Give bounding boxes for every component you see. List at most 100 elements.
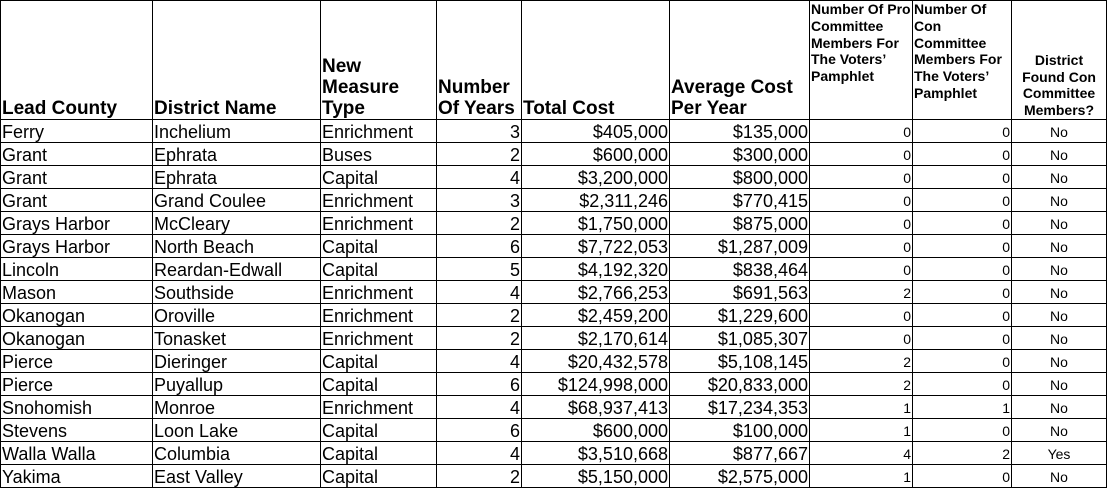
cell-avg-cost: $800,000 xyxy=(669,165,810,189)
cell-years: 3 xyxy=(436,188,522,212)
table-row: Ferry Inchelium Enrichment 3 $405,000 $135,00… xyxy=(0,119,1107,143)
cell-con-members: 0 xyxy=(912,165,1012,189)
cell-years: 4 xyxy=(436,165,522,189)
table-row: Grays Harbor North Beach Capital 6 $7,722,05… xyxy=(0,234,1107,258)
cell-measure-type: Capital xyxy=(320,441,437,465)
cell-found-con: No xyxy=(1011,257,1107,281)
cell-pro-members: 2 xyxy=(809,349,913,373)
cell-measure-type: Enrichment xyxy=(320,119,437,143)
table-row: Grays Harbor McCleary Enrichment 2 $1,750,00… xyxy=(0,211,1107,235)
cell-found-con: No xyxy=(1011,326,1107,350)
header-row: Lead County District Name New Measure Ty… xyxy=(0,0,1107,120)
cell-found-con: No xyxy=(1011,165,1107,189)
header-pro-committee-members: Number Of Pro Committee Members For The … xyxy=(809,0,913,120)
cell-measure-type: Capital xyxy=(320,464,437,488)
cell-district-name: Grand Coulee xyxy=(152,188,321,212)
cell-pro-members: 2 xyxy=(809,280,913,304)
header-lead-county: Lead County xyxy=(0,0,153,120)
cell-avg-cost: $691,563 xyxy=(669,280,810,304)
cell-pro-members: 0 xyxy=(809,234,913,258)
cell-pro-members: 0 xyxy=(809,188,913,212)
cell-district-name: Ephrata xyxy=(152,165,321,189)
cell-years: 4 xyxy=(436,441,522,465)
cell-found-con: No xyxy=(1011,395,1107,419)
cell-measure-type: Enrichment xyxy=(320,326,437,350)
cell-lead-county: Stevens xyxy=(0,418,153,442)
cell-total-cost: $405,000 xyxy=(521,119,670,143)
table-row: Grant Grand Coulee Enrichment 3 $2,311,246 $7… xyxy=(0,188,1107,212)
cell-found-con: No xyxy=(1011,372,1107,396)
cell-district-name: Tonasket xyxy=(152,326,321,350)
table-row: Stevens Loon Lake Capital 6 $600,000 $100,000… xyxy=(0,418,1107,442)
header-found-con-members: District Found Con Committee Members? xyxy=(1011,0,1107,120)
cell-con-members: 0 xyxy=(912,418,1012,442)
cell-total-cost: $5,150,000 xyxy=(521,464,670,488)
cell-found-con: No xyxy=(1011,188,1107,212)
cell-found-con: No xyxy=(1011,303,1107,327)
cell-measure-type: Enrichment xyxy=(320,395,437,419)
cell-avg-cost: $1,287,009 xyxy=(669,234,810,258)
cell-pro-members: 0 xyxy=(809,142,913,166)
cell-avg-cost: $135,000 xyxy=(669,119,810,143)
cell-avg-cost: $5,108,145 xyxy=(669,349,810,373)
table-row: Grant Ephrata Buses 2 $600,000 $300,000 0 0 No xyxy=(0,142,1107,166)
cell-avg-cost: $838,464 xyxy=(669,257,810,281)
cell-measure-type: Enrichment xyxy=(320,303,437,327)
cell-lead-county: Pierce xyxy=(0,349,153,373)
cell-pro-members: 0 xyxy=(809,165,913,189)
cell-district-name: Oroville xyxy=(152,303,321,327)
cell-con-members: 0 xyxy=(912,326,1012,350)
cell-district-name: East Valley xyxy=(152,464,321,488)
cell-total-cost: $2,459,200 xyxy=(521,303,670,327)
cell-lead-county: Okanogan xyxy=(0,303,153,327)
cell-pro-members: 2 xyxy=(809,372,913,396)
header-new-measure-type: New Measure Type xyxy=(320,0,437,120)
cell-con-members: 0 xyxy=(912,188,1012,212)
cell-lead-county: Walla Walla xyxy=(0,441,153,465)
cell-years: 2 xyxy=(436,464,522,488)
cell-years: 2 xyxy=(436,211,522,235)
cell-years: 2 xyxy=(436,326,522,350)
cell-con-members: 0 xyxy=(912,234,1012,258)
cell-con-members: 0 xyxy=(912,303,1012,327)
cell-total-cost: $20,432,578 xyxy=(521,349,670,373)
cell-pro-members: 0 xyxy=(809,119,913,143)
cell-total-cost: $124,998,000 xyxy=(521,372,670,396)
cell-measure-type: Capital xyxy=(320,234,437,258)
cell-measure-type: Enrichment xyxy=(320,280,437,304)
cell-total-cost: $4,192,320 xyxy=(521,257,670,281)
cell-total-cost: $600,000 xyxy=(521,418,670,442)
cell-district-name: McCleary xyxy=(152,211,321,235)
header-con-committee-members: Number Of Con Committee Members For The … xyxy=(912,0,1012,120)
header-number-of-years: Number Of Years xyxy=(436,0,522,120)
cell-found-con: No xyxy=(1011,234,1107,258)
cell-con-members: 0 xyxy=(912,119,1012,143)
cell-found-con: No xyxy=(1011,280,1107,304)
cell-found-con: No xyxy=(1011,349,1107,373)
cell-years: 4 xyxy=(436,349,522,373)
cell-pro-members: 1 xyxy=(809,395,913,419)
cell-avg-cost: $770,415 xyxy=(669,188,810,212)
table-row: Okanogan Tonasket Enrichment 2 $2,170,614 $1,… xyxy=(0,326,1107,350)
cell-district-name: Columbia xyxy=(152,441,321,465)
cell-lead-county: Grays Harbor xyxy=(0,211,153,235)
cell-measure-type: Capital xyxy=(320,349,437,373)
table-row: Snohomish Monroe Enrichment 4 $68,937,413 $17… xyxy=(0,395,1107,419)
table-row: Pierce Dieringer Capital 4 $20,432,578 $5,108… xyxy=(0,349,1107,373)
cell-district-name: Southside xyxy=(152,280,321,304)
cell-pro-members: 0 xyxy=(809,326,913,350)
cell-avg-cost: $1,229,600 xyxy=(669,303,810,327)
cell-avg-cost: $300,000 xyxy=(669,142,810,166)
cell-measure-type: Capital xyxy=(320,257,437,281)
table-row: Pierce Puyallup Capital 6 $124,998,000 $20,83… xyxy=(0,372,1107,396)
cell-total-cost: $7,722,053 xyxy=(521,234,670,258)
cell-found-con: No xyxy=(1011,142,1107,166)
header-district-name: District Name xyxy=(152,0,321,120)
cell-avg-cost: $877,667 xyxy=(669,441,810,465)
table-body: Ferry Inchelium Enrichment 3 $405,000 $135,00… xyxy=(0,119,1107,488)
cell-con-members: 0 xyxy=(912,257,1012,281)
cell-measure-type: Capital xyxy=(320,372,437,396)
cell-con-members: 2 xyxy=(912,441,1012,465)
cell-years: 4 xyxy=(436,395,522,419)
cell-total-cost: $3,510,668 xyxy=(521,441,670,465)
